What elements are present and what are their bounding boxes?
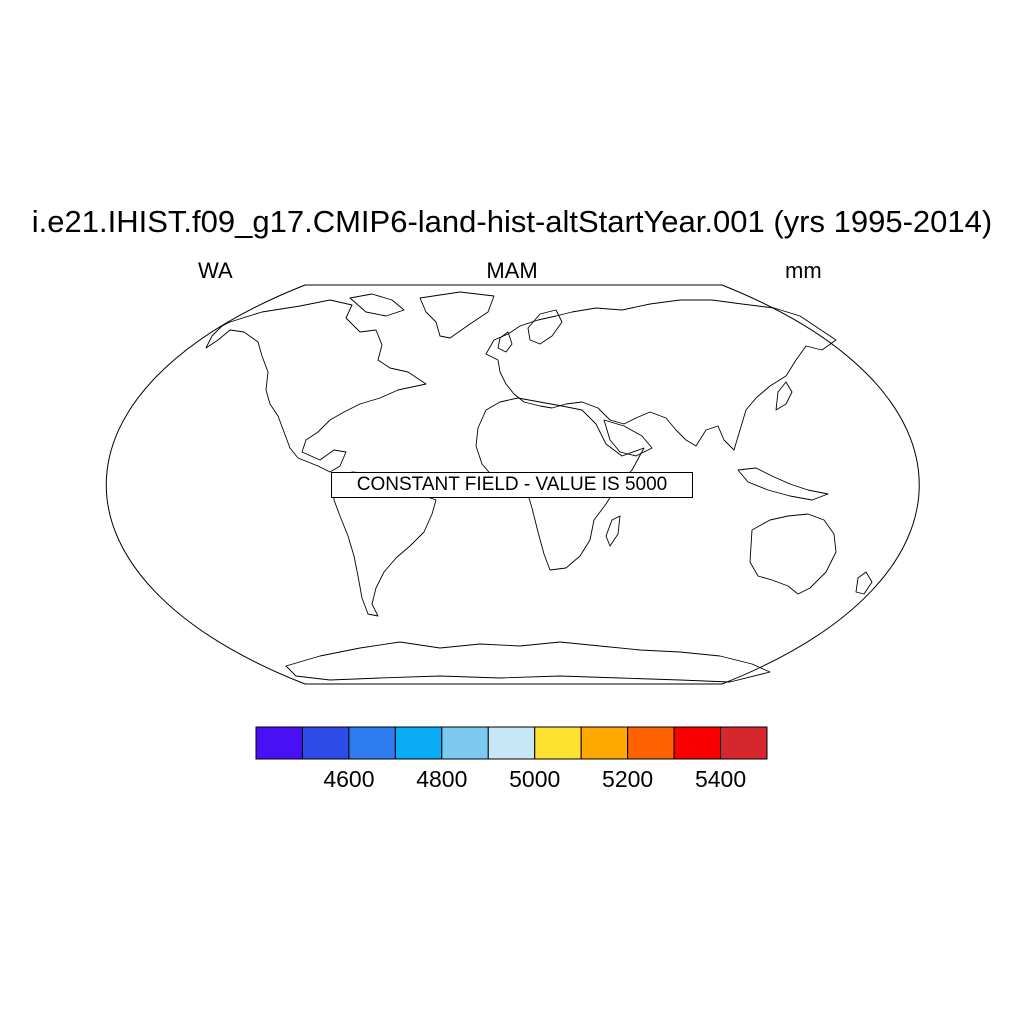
center-subtitle: MAM (486, 258, 538, 283)
colorbar-label: 4800 (416, 766, 468, 792)
colorbar-box-3 (394, 726, 443, 760)
colorbar-box-5 (487, 726, 536, 760)
colorbar-box-8 (627, 726, 675, 760)
colorbar-label: 5000 (509, 766, 561, 792)
madagascar-outline (605, 515, 621, 547)
greenland-outline (419, 291, 495, 339)
colorbar-box-2 (348, 726, 396, 760)
scandinavia-outline (527, 309, 563, 345)
constant-field-notice: CONSTANT FIELD - VALUE IS 5000 (331, 472, 693, 498)
arctic-islands-outline (349, 293, 405, 317)
arabia-outline (603, 419, 653, 457)
colorbar-label: 5200 (602, 766, 654, 792)
australia-outline (749, 513, 837, 595)
colorbar-box-4 (441, 726, 489, 760)
left-subtitle: WA (198, 258, 233, 283)
colorbar-box-7 (580, 726, 629, 760)
eurasia-outline (485, 299, 837, 451)
colorbar-label: 5400 (694, 766, 747, 792)
colorbar-box-9 (673, 726, 722, 760)
plot-title: i.e21.IHIST.f09_g17.CMIP6-land-hist-altS… (31, 204, 993, 239)
japan-outline (775, 381, 793, 411)
maritime-se-asia-outline (737, 467, 829, 501)
colorbar-box-0 (255, 726, 303, 760)
north-america-outline (205, 299, 427, 473)
antarctica-outline (285, 641, 771, 683)
colorbar-box-1 (301, 726, 350, 760)
colorbar-box-6 (534, 726, 582, 760)
colorbar-label: 4600 (323, 766, 375, 792)
map-frame (105, 284, 920, 685)
colorbar-box-10 (720, 726, 768, 760)
continent-outlines (205, 291, 873, 683)
new-zealand-outline (855, 571, 873, 595)
uk-outline (497, 331, 513, 353)
units-label: mm (785, 258, 822, 283)
